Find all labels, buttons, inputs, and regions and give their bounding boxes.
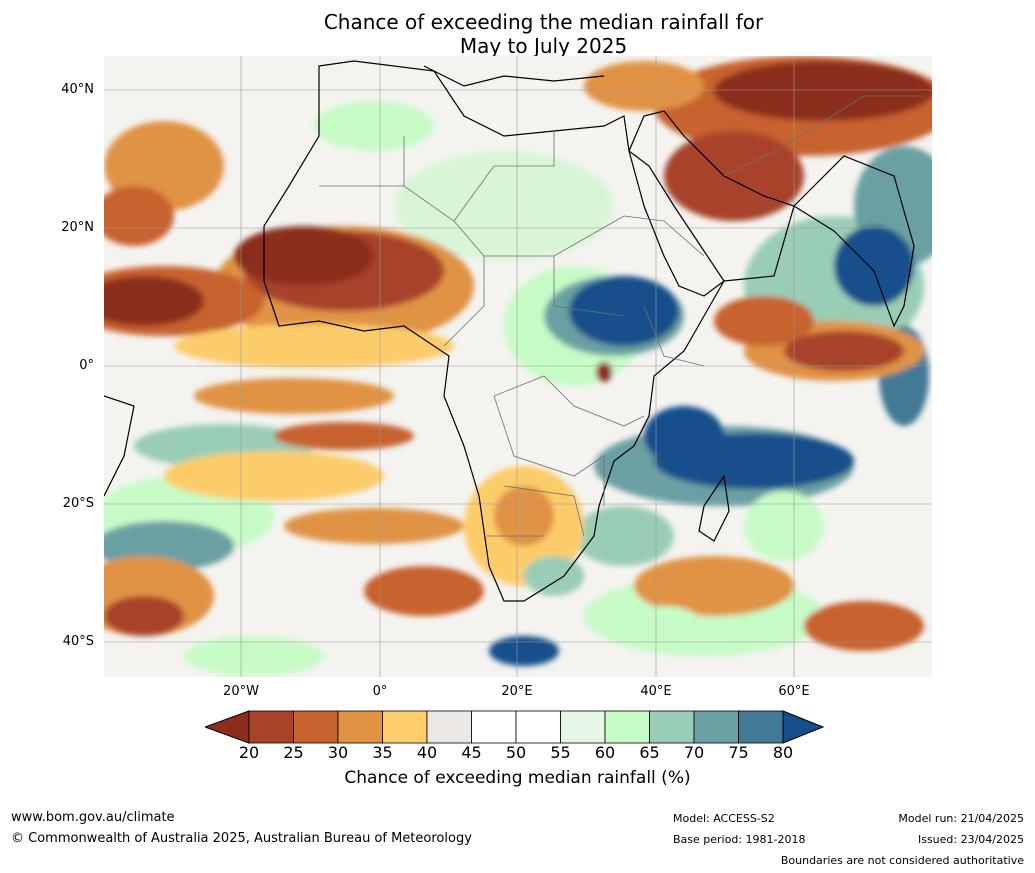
colorbar-tick-label: 20 <box>238 743 260 762</box>
colorbar-segment <box>515 710 561 744</box>
colorbar-segment <box>426 710 472 744</box>
colorbar-tick-label: 50 <box>505 743 527 762</box>
colorbar-tick-label: 40 <box>416 743 438 762</box>
map-title-line-2: May to July 2025 <box>459 34 628 58</box>
colorbar-segment <box>693 710 739 744</box>
coastlines <box>104 60 915 602</box>
colorbar-segment <box>382 710 428 744</box>
lon-label-0: 0° <box>372 684 388 699</box>
colorbar-segment <box>649 710 695 744</box>
lon-label-40e: 40°E <box>640 684 672 699</box>
footer-model: Model: ACCESS-S2 <box>673 812 775 825</box>
lon-label-60e: 60°E <box>778 684 810 699</box>
colorbar-tick-label: 55 <box>550 743 571 762</box>
colorbar-extend-low <box>205 710 250 744</box>
footer-issued: Issued: 23/04/2025 <box>917 833 1024 846</box>
lat-label-20s: 20°S <box>62 496 94 511</box>
lat-label-equator: 0° <box>79 358 94 373</box>
colorbar-tick-label: 70 <box>683 743 705 762</box>
footer-base-period: Base period: 1981-2018 <box>673 833 806 846</box>
colorbar-tick-label: 25 <box>283 743 304 762</box>
colorbar <box>205 710 825 744</box>
colorbar-segment <box>738 710 784 744</box>
colorbar-label: Chance of exceeding median rainfall (%) <box>344 768 691 788</box>
map-title-line-1: Chance of exceeding the median rainfall … <box>323 10 764 34</box>
colorbar-tick-label: 30 <box>327 743 349 762</box>
map-canvas <box>104 56 932 677</box>
colorbar-segment <box>471 710 517 744</box>
colorbar-tick-label: 60 <box>594 743 616 762</box>
colorbar-segment <box>604 710 650 744</box>
lon-label-20w: 20°W <box>223 684 259 699</box>
country-borders <box>319 95 924 537</box>
footer-disclaimer: Boundaries are not considered authoritat… <box>780 854 1024 867</box>
colorbar-segment <box>248 710 294 744</box>
lon-label-20e: 20°E <box>501 684 533 699</box>
colorbar-tick-label: 80 <box>772 743 794 762</box>
colorbar-tick-label: 45 <box>461 743 482 762</box>
lat-label-40s: 40°S <box>62 634 94 649</box>
colorbar-segment <box>293 710 339 744</box>
graticule <box>104 56 932 677</box>
colorbar-segment <box>337 710 383 744</box>
footer-model-run: Model run: 21/04/2025 <box>898 812 1024 825</box>
probability-map <box>104 56 932 677</box>
colorbar-segment <box>560 710 606 744</box>
lat-label-40n: 40°N <box>61 82 94 97</box>
footer-url[interactable]: www.bom.gov.au/climate <box>11 810 175 825</box>
lat-label-20n: 20°N <box>61 220 94 235</box>
footer-copyright: © Commonwealth of Australia 2025, Austra… <box>11 831 472 846</box>
anomaly-field <box>104 56 932 676</box>
colorbar-tick-label: 65 <box>639 743 660 762</box>
colorbar-tick-label: 75 <box>728 743 749 762</box>
colorbar-extend-high <box>782 710 825 744</box>
colorbar-tick-label: 35 <box>372 743 393 762</box>
